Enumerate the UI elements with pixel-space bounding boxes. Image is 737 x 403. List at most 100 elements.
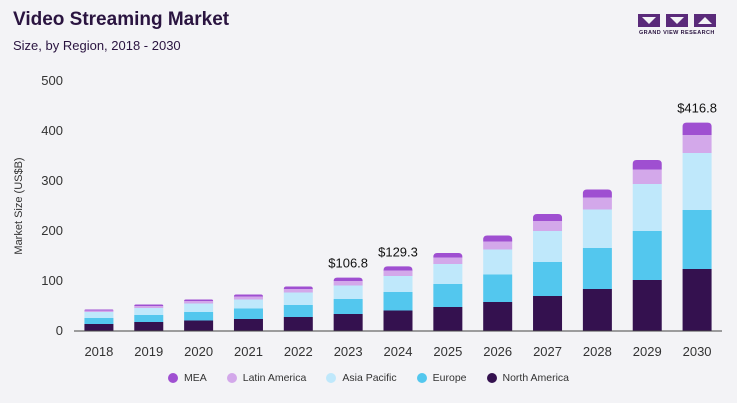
bar-segment [433, 253, 463, 258]
bar-segment [682, 122, 712, 135]
bar-segment [383, 292, 413, 311]
logo-text: GRAND VIEW RESEARCH [639, 30, 715, 36]
x-tick-label: 2030 [683, 344, 712, 359]
x-tick-label: 2026 [483, 344, 512, 359]
bar-segment [582, 289, 612, 331]
bar-segment [433, 264, 463, 284]
bar-segment [184, 301, 214, 304]
x-tick-label: 2018 [84, 344, 113, 359]
bar-segment [134, 308, 164, 315]
bar-segment [333, 277, 363, 281]
bar-segment [433, 284, 463, 307]
bar-segment [632, 160, 662, 170]
bar-segment [283, 305, 313, 317]
bar-segment [184, 303, 214, 312]
legend-label: North America [502, 372, 570, 384]
bar-segment [333, 281, 363, 286]
bar-segment [632, 231, 662, 280]
bar-segment [333, 299, 363, 314]
bar-segment [383, 310, 413, 331]
bar-segment [483, 235, 513, 242]
bar-segment [333, 314, 363, 331]
x-tick-label: 2022 [284, 344, 313, 359]
bar-segment [533, 221, 563, 231]
x-tick-label: 2021 [234, 344, 263, 359]
bar-segment [483, 302, 513, 331]
legend-label: Europe [432, 372, 467, 384]
bar-segment [483, 249, 513, 275]
legend-swatch [486, 373, 497, 383]
y-tick-label: 400 [41, 123, 63, 138]
bar-segment [84, 309, 114, 311]
legend-swatch [226, 373, 237, 383]
bar-segment [682, 210, 712, 269]
bar-segment [233, 319, 263, 331]
y-tick-label: 500 [41, 73, 63, 88]
legend-label: Asia Pacific [342, 372, 397, 384]
bar-segment [582, 189, 612, 198]
bar-segment [84, 312, 114, 318]
bar-segment [283, 317, 313, 331]
bar-segment [433, 307, 463, 331]
legend-swatch [326, 373, 337, 383]
x-tick-label: 2027 [533, 344, 562, 359]
legend-item: Asia Pacific [326, 372, 397, 384]
bar-segment [233, 299, 263, 309]
bar-segment [184, 299, 214, 301]
legend-item: North America [486, 372, 570, 384]
data-label: $129.3 [378, 244, 418, 259]
bar-segment [383, 266, 413, 271]
bar-segment [582, 197, 612, 210]
x-tick-label: 2019 [134, 344, 163, 359]
grand-view-research-logo-icon [638, 14, 716, 27]
bar-segment [84, 324, 114, 331]
chart-subtitle: Size, by Region, 2018 - 2030 [13, 38, 181, 53]
bar-segment [333, 285, 363, 299]
bar-segment [682, 135, 712, 153]
bar-segment [632, 184, 662, 231]
bar-segment [632, 169, 662, 184]
y-tick-label: 0 [56, 323, 63, 338]
bar-segment [283, 292, 313, 305]
x-tick-label: 2024 [384, 344, 413, 359]
legend-item: MEA [167, 372, 207, 384]
legend-label: MEA [183, 372, 207, 384]
bar-segment [184, 312, 214, 321]
legend-item: Latin America [226, 372, 306, 384]
data-label: $416.8 [677, 101, 717, 116]
bar-segment [383, 276, 413, 292]
bar-segment [383, 270, 413, 276]
stacked-bar-chart: 0 100 200 300 400 500 Market Size (US$B) 2018 20… [13, 73, 722, 359]
bar-segment [433, 257, 463, 264]
chart-legend: MEA Latin America Asia Pacific Europe North … [0, 372, 737, 384]
bar-segment [134, 304, 164, 306]
bar-segment [533, 231, 563, 262]
data-label: $106.8 [328, 256, 368, 271]
bar-segment [134, 315, 164, 322]
y-tick-label: 300 [41, 173, 63, 188]
legend-swatch [167, 373, 178, 383]
y-tick-label: 100 [41, 273, 63, 288]
bar-segment [134, 322, 164, 331]
chart-title: Video Streaming Market [13, 9, 230, 30]
bar-segment [134, 306, 164, 308]
bar-segment [84, 318, 114, 324]
bar-segment [682, 153, 712, 210]
y-tick-label: 200 [41, 223, 63, 238]
x-tick-label: 2029 [633, 344, 662, 359]
bar-segment [233, 294, 263, 297]
bar-segment [84, 310, 114, 312]
bar-segment [582, 209, 612, 248]
bar-segment [233, 296, 263, 300]
legend-swatch [416, 373, 427, 383]
bar-segment [533, 262, 563, 296]
bar-segment [483, 241, 513, 250]
legend-item: Europe [416, 372, 467, 384]
x-tick-label: 2028 [583, 344, 612, 359]
bar-segment [682, 269, 712, 331]
bar-segment [632, 280, 662, 331]
bar-segment [533, 214, 563, 221]
x-tick-label: 2025 [433, 344, 462, 359]
bar-segment [184, 320, 214, 331]
bar-segment [533, 296, 563, 331]
